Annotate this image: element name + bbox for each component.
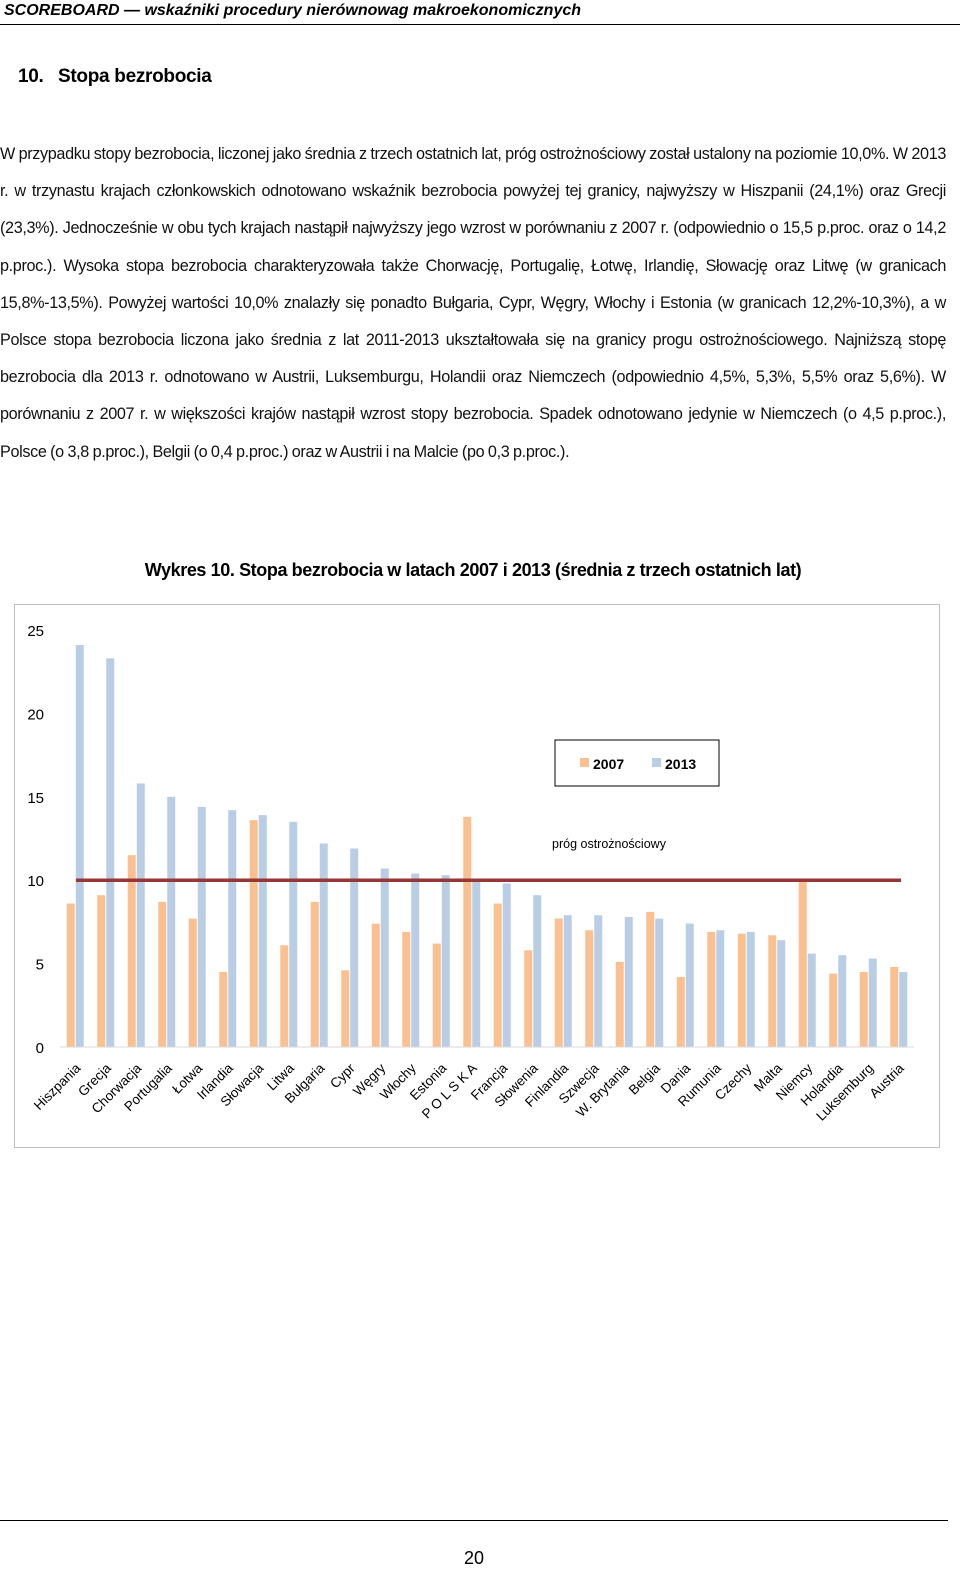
bar-2007	[615, 961, 624, 1047]
bar-2007	[768, 935, 777, 1047]
bar-2013	[319, 843, 328, 1047]
bar-2007	[585, 930, 594, 1047]
bar-2013	[380, 868, 389, 1047]
bar-2007	[493, 903, 502, 1047]
footer-rule	[0, 1520, 948, 1521]
x-tick-label: Austria	[867, 1060, 908, 1101]
bar-2007	[249, 820, 258, 1047]
bar-2013	[136, 783, 145, 1047]
bar-2007	[188, 918, 197, 1047]
y-tick-label: 0	[36, 1040, 44, 1057]
legend-label-2013: 2013	[665, 756, 696, 772]
bar-2013	[441, 875, 450, 1047]
bar-2013	[197, 806, 206, 1047]
bar-2007	[341, 970, 350, 1047]
bar-2007	[463, 816, 472, 1047]
bar-2007	[554, 918, 563, 1047]
bar-2013	[777, 940, 786, 1047]
bar-2013	[502, 883, 511, 1047]
bar-2007	[646, 911, 655, 1047]
page-number: 20	[463, 1548, 485, 1568]
bar-2013	[167, 796, 176, 1047]
bar-2007	[127, 855, 136, 1047]
y-tick-label: 5	[36, 957, 44, 974]
chart-title: Wykres 10. Stopa bezrobocia w latach 200…	[144, 560, 802, 580]
bar-2007	[798, 878, 807, 1047]
chart: 0510152025HiszpaniaGrecjaChorwacjaPortug…	[27, 623, 914, 1124]
bar-2007	[524, 950, 533, 1047]
bar-2007	[66, 903, 75, 1047]
bar-2007	[737, 933, 746, 1047]
bar-2013	[838, 955, 847, 1047]
bar-2013	[289, 821, 298, 1047]
threshold-label: próg ostrożnościowy	[552, 837, 667, 851]
section-heading: 10. Stopa bezrobocia	[18, 66, 212, 88]
legend-swatch-2007	[580, 758, 589, 767]
bar-2013	[868, 958, 877, 1047]
bar-2013	[228, 810, 237, 1047]
x-tick-label: Belgia	[626, 1060, 663, 1097]
bar-2013	[350, 848, 359, 1047]
body-paragraph: W przypadku stopy bezrobocia, liczonej j…	[0, 145, 946, 461]
bar-2013	[716, 930, 725, 1047]
bar-2013	[411, 873, 420, 1047]
bar-2007	[371, 923, 380, 1047]
bar-2007	[219, 971, 228, 1047]
bar-2013	[685, 923, 694, 1047]
bar-2007	[97, 895, 106, 1047]
section-number: 10.	[18, 66, 44, 87]
bar-2013	[746, 931, 755, 1047]
running-title: SCOREBOARD — wskaźniki procedury nierówn…	[4, 2, 582, 19]
y-tick-label: 20	[27, 706, 44, 723]
bar-2007	[890, 966, 899, 1047]
running-header: SCOREBOARD — wskaźniki procedury nierówn…	[0, 0, 960, 26]
bar-2013	[899, 971, 908, 1047]
legend-label-2007: 2007	[593, 756, 624, 772]
bar-2007	[707, 931, 716, 1047]
bar-2007	[280, 945, 289, 1047]
bar-2007	[859, 971, 868, 1047]
bar-2013	[807, 953, 816, 1047]
y-tick-label: 10	[27, 873, 44, 890]
bar-2013	[472, 880, 481, 1047]
bar-2013	[624, 916, 633, 1047]
y-tick-label: 25	[27, 623, 44, 640]
bar-2007	[402, 931, 411, 1047]
legend-swatch-2013	[652, 758, 661, 767]
bar-2013	[533, 895, 542, 1047]
chart-frame	[14, 604, 940, 1148]
bar-2013	[75, 645, 84, 1047]
bar-2007	[432, 943, 441, 1047]
y-tick-label: 15	[27, 790, 44, 807]
header-rule	[0, 24, 960, 25]
bar-2007	[829, 973, 838, 1047]
bar-2013	[655, 918, 664, 1047]
bar-2013	[258, 815, 267, 1047]
bar-2013	[563, 915, 572, 1047]
section-title: Stopa bezrobocia	[58, 66, 212, 87]
bar-2007	[158, 901, 167, 1047]
bar-2013	[594, 915, 603, 1047]
bar-2013	[106, 658, 115, 1047]
bar-2007	[310, 901, 319, 1047]
bar-2007	[676, 976, 685, 1047]
